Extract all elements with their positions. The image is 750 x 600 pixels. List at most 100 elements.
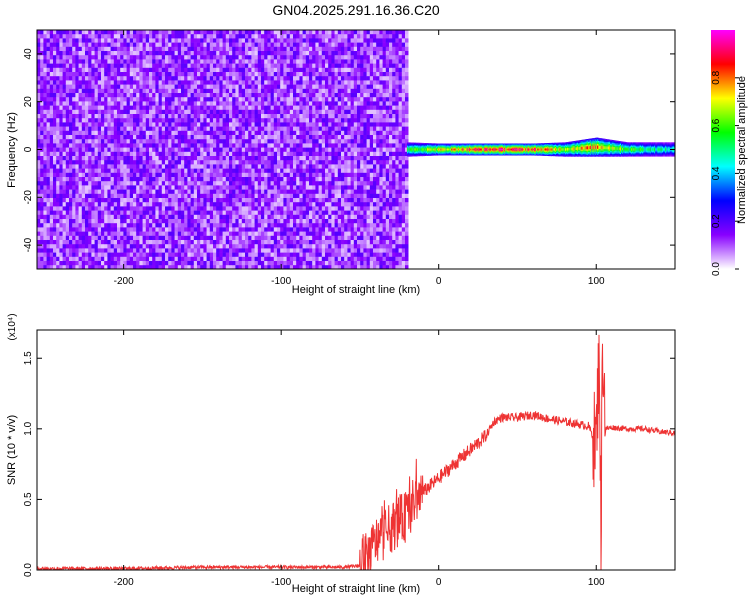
heatmap-cell [286,193,291,199]
heatmap-cell [213,97,217,102]
heatmap-cell [177,38,182,43]
heatmap-cell [197,84,201,90]
heatmap-cell [238,135,243,140]
heatmap-cell [235,219,239,224]
heatmap-cell [200,185,204,190]
heatmap-cell [88,55,92,60]
heatmap-cell [69,84,73,90]
heatmap-cell [129,55,134,60]
heatmap-cell [254,198,259,203]
heatmap-cell [129,193,134,199]
heatmap-cell [229,80,233,85]
heatmap-cell [97,206,102,211]
heatmap-cell [209,109,214,115]
heatmap-cell [181,76,185,81]
heatmap-cell [305,118,310,123]
heatmap-cell [293,164,297,169]
heatmap-cell [88,202,92,207]
heatmap-cell [107,135,111,140]
heatmap-cell [133,219,137,224]
heatmap-cell [187,172,191,178]
heatmap-cell [78,151,83,157]
heatmap-cell [142,38,147,43]
heatmap-cell [206,105,211,111]
heatmap-cell [104,172,108,178]
heatmap-cell [155,105,159,111]
heatmap-cell [56,30,60,35]
heatmap-cell [158,88,163,94]
heatmap-cell [65,135,70,140]
heatmap-cell [88,51,92,56]
heatmap-cell [49,219,54,224]
heatmap-cell [296,93,300,98]
heatmap-cell [241,109,246,115]
heatmap-cell [126,248,131,253]
heatmap-cell [184,193,188,199]
heatmap-cell [171,164,175,169]
heatmap-cell [238,168,243,174]
heatmap-cell [216,156,220,161]
heatmap-cell [216,139,220,144]
heatmap-cell [139,193,143,199]
heatmap-cell [229,248,233,253]
heatmap-cell [296,219,300,224]
heatmap-cell [85,30,89,35]
heatmap-cell [72,72,76,77]
heatmap-cell [104,143,108,148]
heatmap-cell [152,67,156,73]
heatmap-cell [129,101,134,106]
heatmap-cell [65,240,70,245]
heatmap-cell [46,168,51,174]
heatmap-cell [113,160,118,165]
heatmap-cell [209,143,214,148]
heatmap-cell [46,130,51,136]
heatmap-cell [225,101,230,106]
heatmap-cell [46,156,51,161]
heatmap-cell [136,177,140,182]
heatmap-cell [43,198,47,203]
heatmap-cell [117,219,121,224]
heatmap-cell [229,143,233,148]
heatmap-cell [161,97,166,102]
heatmap-cell [158,101,163,106]
heatmap-cell [312,38,316,43]
heatmap-cell [283,256,287,262]
heatmap-cell [309,122,313,127]
heatmap-cell [222,51,227,56]
heatmap-cell [75,59,79,64]
heatmap-cell [49,105,54,111]
heatmap-cell [81,135,86,140]
heatmap-cell [69,185,73,190]
heatmap-cell [65,177,70,182]
heatmap-cell [49,244,54,249]
heatmap-cell [181,51,185,56]
heatmap-cell [270,42,275,48]
heatmap-cell [75,168,79,174]
heatmap-cell [129,177,134,182]
heatmap-cell [152,30,156,35]
heatmap-cell [149,84,153,90]
heatmap-cell [299,55,303,60]
heatmap-cell [110,55,115,60]
heatmap-cell [184,172,188,178]
heatmap-cell [78,206,83,211]
heatmap-cell [149,189,153,195]
heatmap-cell [222,93,227,98]
heatmap-cell [46,160,51,165]
heatmap-cell [53,227,57,232]
heatmap-cell [200,143,204,148]
heatmap-cell [251,151,255,157]
heatmap-cell [213,198,217,203]
heatmap-cell [225,160,230,165]
heatmap-cell [206,198,211,203]
heatmap-cell [190,34,195,39]
heatmap-cell [251,38,255,43]
heatmap-cell [155,193,159,199]
heatmap-cell [174,244,179,249]
heatmap-cell [206,30,211,35]
heatmap-cell [158,143,163,148]
heatmap-cell [312,80,316,85]
heatmap-cell [40,210,44,216]
heatmap-cell [126,51,131,56]
heatmap-cell [184,235,188,241]
